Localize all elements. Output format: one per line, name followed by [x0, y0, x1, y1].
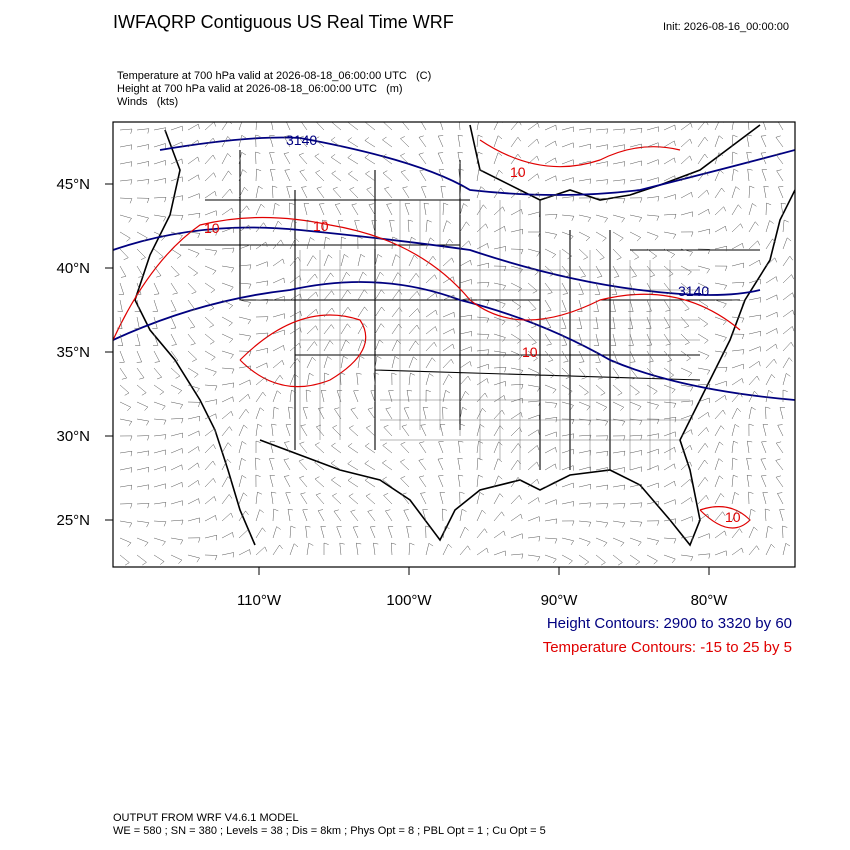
wind-barbs [117, 122, 795, 566]
lat-label: 30°N [56, 428, 90, 445]
lon-label: 110°W [237, 592, 282, 609]
coastline [134, 124, 795, 547]
temperature-contour-label: 10 [204, 220, 220, 236]
init-time: Init: 2026-08-16_00:00:00 [663, 21, 789, 33]
temperature-contour-label: 10 [522, 344, 538, 360]
field-label: Temperature at 700 hPa valid at 2026-08-… [117, 70, 431, 82]
temperature-contour-label: 10 [725, 509, 741, 525]
lon-label: 90°W [541, 592, 579, 609]
legend-temperature: Temperature Contours: -15 to 25 by 5 [543, 639, 792, 656]
lon-label: 80°W [691, 592, 729, 609]
lat-label: 45°N [56, 176, 90, 193]
temperature-contour-label: 10 [313, 218, 329, 234]
lat-label: 25°N [56, 512, 90, 529]
lon-label: 100°W [386, 592, 432, 609]
temperature-contour-label: 10 [510, 164, 526, 180]
field-label: Winds (kts) [117, 96, 178, 108]
state-borders [180, 150, 760, 470]
temperature-contours [113, 139, 751, 529]
footer-line: WE = 580 ; SN = 380 ; Levels = 38 ; Dis … [113, 825, 546, 837]
field-label: Height at 700 hPa valid at 2026-08-18_06… [117, 83, 403, 95]
height-contour-label: 3140 [678, 283, 709, 299]
lat-label: 35°N [56, 344, 90, 361]
legend-height: Height Contours: 2900 to 3320 by 60 [547, 615, 792, 632]
map [113, 122, 795, 566]
county-borders [299, 200, 700, 470]
height-contour-label: 3140 [286, 132, 317, 148]
height-contours [113, 136, 795, 401]
lat-label: 40°N [56, 260, 90, 277]
title: IWFAQRP Contiguous US Real Time WRF [113, 12, 454, 32]
map-frame [112, 121, 796, 568]
footer-line: OUTPUT FROM WRF V4.6.1 MODEL [113, 812, 299, 824]
